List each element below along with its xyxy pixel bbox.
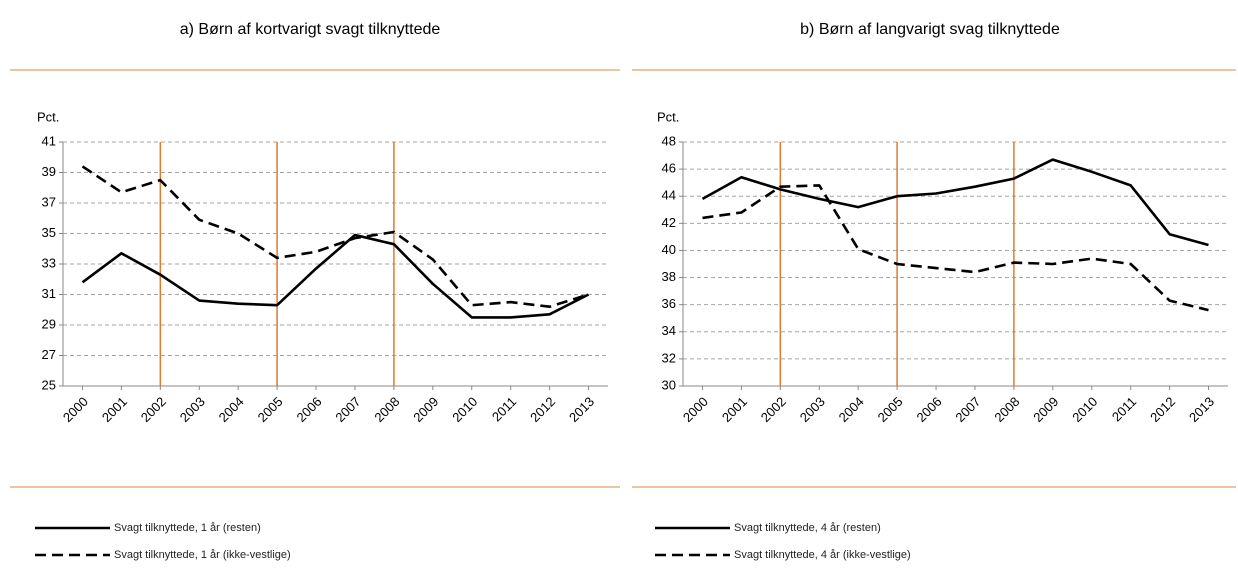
y-tick-label: 34 — [662, 323, 676, 338]
legend-label: Svagt tilknyttede, 1 år (resten) — [114, 522, 261, 534]
x-tick-label: 2004 — [836, 394, 867, 425]
x-tick-label: 2000 — [680, 394, 711, 425]
x-tick-label: 2005 — [255, 394, 286, 425]
x-tick-label: 2013 — [566, 394, 597, 425]
y-axis-label: Pct. — [657, 109, 679, 124]
x-tick-label: 2010 — [1069, 394, 1100, 425]
x-tick-label: 2010 — [449, 394, 480, 425]
y-tick-label: 46 — [662, 161, 676, 176]
x-tick-label: 2008 — [991, 394, 1022, 425]
y-tick-label: 40 — [662, 242, 676, 257]
y-tick-label: 39 — [42, 164, 56, 179]
y-tick-label: 27 — [42, 347, 56, 362]
x-tick-label: 2012 — [1147, 394, 1178, 425]
y-tick-label: 29 — [42, 316, 56, 331]
series-line — [81, 165, 589, 308]
y-tick-label: 31 — [42, 286, 56, 301]
x-tick-label: 2003 — [797, 394, 828, 425]
series-line — [702, 184, 1209, 312]
x-tick-label: 2002 — [138, 394, 169, 425]
series-line — [701, 158, 1209, 247]
x-tick-label: 2003 — [177, 394, 208, 425]
x-tick-label: 2001 — [99, 394, 130, 425]
x-tick-label: 2006 — [914, 394, 945, 425]
x-tick-label: 2009 — [1030, 394, 1061, 425]
y-tick-label: 25 — [42, 377, 56, 392]
x-tick-label: 2001 — [719, 394, 750, 425]
legend-label: Svagt tilknyttede, 4 år (resten) — [734, 522, 881, 534]
x-tick-label: 2007 — [952, 394, 983, 425]
x-tick-label: 2000 — [60, 394, 91, 425]
y-tick-label: 36 — [662, 296, 676, 311]
x-tick-label: 2011 — [1109, 394, 1139, 424]
x-tick-label: 2002 — [758, 394, 789, 425]
x-tick-label: 2007 — [332, 394, 363, 425]
y-axis-label: Pct. — [37, 109, 59, 124]
x-tick-label: 2012 — [527, 394, 558, 425]
y-tick-label: 33 — [42, 255, 56, 270]
x-tick-label: 2011 — [489, 394, 519, 424]
x-tick-label: 2005 — [875, 394, 906, 425]
x-tick-label: 2009 — [410, 394, 441, 425]
chart-title: b) Børn af langvarigt svag tilknyttede — [800, 21, 1060, 38]
x-tick-label: 2013 — [1186, 394, 1217, 425]
legend-label: Svagt tilknyttede, 1 år (ikke-vestlige) — [114, 549, 291, 561]
y-tick-label: 48 — [662, 133, 676, 148]
x-tick-label: 2008 — [371, 394, 402, 425]
y-tick-label: 37 — [42, 194, 56, 209]
x-tick-label: 2004 — [216, 394, 247, 425]
series-line — [81, 233, 590, 319]
y-tick-label: 30 — [662, 377, 676, 392]
y-tick-label: 32 — [662, 350, 676, 365]
legend-label: Svagt tilknyttede, 4 år (ikke-vestlige) — [734, 549, 911, 561]
x-tick-label: 2006 — [294, 394, 325, 425]
y-tick-label: 42 — [662, 215, 676, 230]
chart-title: a) Børn af kortvarigt svagt tilknyttede — [180, 21, 441, 38]
y-tick-label: 38 — [662, 269, 676, 284]
y-tick-label: 44 — [662, 188, 676, 203]
y-tick-label: 41 — [42, 133, 56, 148]
y-tick-label: 35 — [42, 225, 56, 240]
